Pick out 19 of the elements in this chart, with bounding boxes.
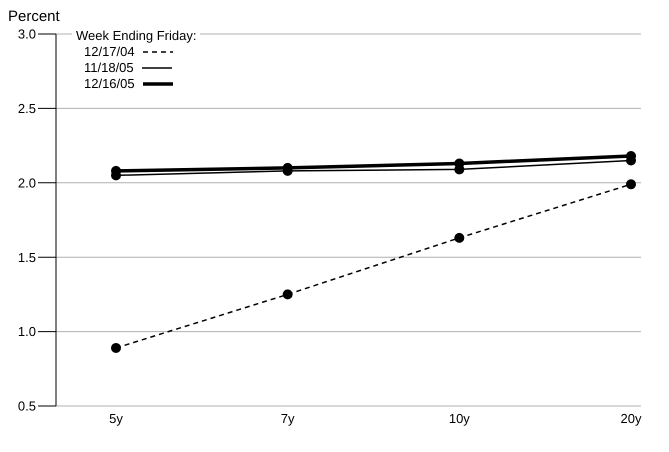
y-tick-label: 3.0 xyxy=(18,26,36,42)
y-tick-label: 1.5 xyxy=(18,250,36,265)
point xyxy=(454,232,464,243)
point xyxy=(626,179,636,190)
point xyxy=(111,342,121,353)
x-tick-label: 5y xyxy=(109,411,124,426)
legend-label: 12/16/05 xyxy=(84,76,135,92)
x-tick-label: 7y xyxy=(280,411,296,426)
y-tick-label: 1.0 xyxy=(18,324,36,340)
legend-label: 12/17/04 xyxy=(84,44,135,60)
y-tick-label: 2.5 xyxy=(18,101,36,116)
point xyxy=(282,289,293,300)
y-tick-label: 0.5 xyxy=(18,398,36,414)
y-axis-title: Percent xyxy=(8,8,60,25)
y-tick-label: 2.0 xyxy=(18,175,36,190)
x-tick-label: 20y xyxy=(620,411,642,426)
legend-label: 11/18/05 xyxy=(84,60,134,76)
x-tick-label: 10y xyxy=(448,411,470,426)
legend-title: Week Ending Friday: xyxy=(76,28,196,44)
